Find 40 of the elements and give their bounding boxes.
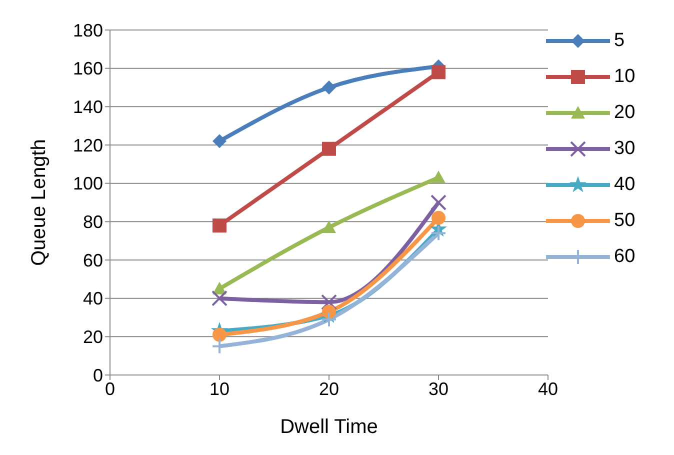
legend-label: 40 — [614, 174, 636, 196]
y-tick-label: 140 — [72, 97, 103, 118]
point — [322, 304, 336, 319]
point — [321, 294, 337, 310]
legend-label: 50 — [614, 210, 636, 232]
point — [430, 194, 446, 210]
y-tick-label: 160 — [72, 58, 103, 79]
y-axis-title: Queue Length — [28, 139, 50, 266]
point — [322, 220, 336, 234]
point — [432, 65, 446, 80]
point — [212, 218, 226, 232]
legend-label: 60 — [614, 246, 636, 268]
legend-label: 20 — [614, 102, 636, 124]
point — [322, 80, 336, 94]
point — [432, 210, 446, 225]
point — [212, 290, 228, 306]
x-tick-label: 30 — [428, 378, 449, 399]
x-axis-title: Dwell Time — [280, 416, 378, 438]
y-tick-label: 40 — [82, 288, 103, 309]
point — [432, 170, 446, 184]
point — [321, 311, 337, 328]
legend-label: 30 — [614, 138, 636, 160]
y-tick-label: 0 — [92, 365, 103, 386]
y-tick-label: 20 — [82, 327, 103, 348]
point — [212, 328, 226, 342]
y-tick-label: 80 — [82, 212, 103, 232]
x-tick-label: 10 — [209, 378, 230, 399]
x-tick-label: 0 — [104, 378, 116, 399]
legend-label: 10 — [614, 66, 636, 88]
y-tick-label: 120 — [72, 135, 103, 156]
point — [322, 142, 336, 156]
y-tick-label: 100 — [72, 174, 103, 194]
legend-label: 5 — [614, 30, 625, 52]
y-tick-label: 60 — [82, 250, 103, 270]
point — [212, 338, 228, 354]
x-tick-label: 40 — [538, 378, 558, 399]
point — [430, 225, 446, 242]
y-tick-label: 180 — [72, 20, 103, 40]
x-tick-label: 20 — [318, 378, 340, 399]
point — [212, 134, 226, 148]
